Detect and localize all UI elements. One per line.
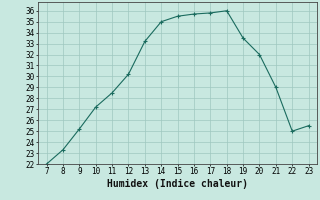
X-axis label: Humidex (Indice chaleur): Humidex (Indice chaleur) (107, 179, 248, 189)
